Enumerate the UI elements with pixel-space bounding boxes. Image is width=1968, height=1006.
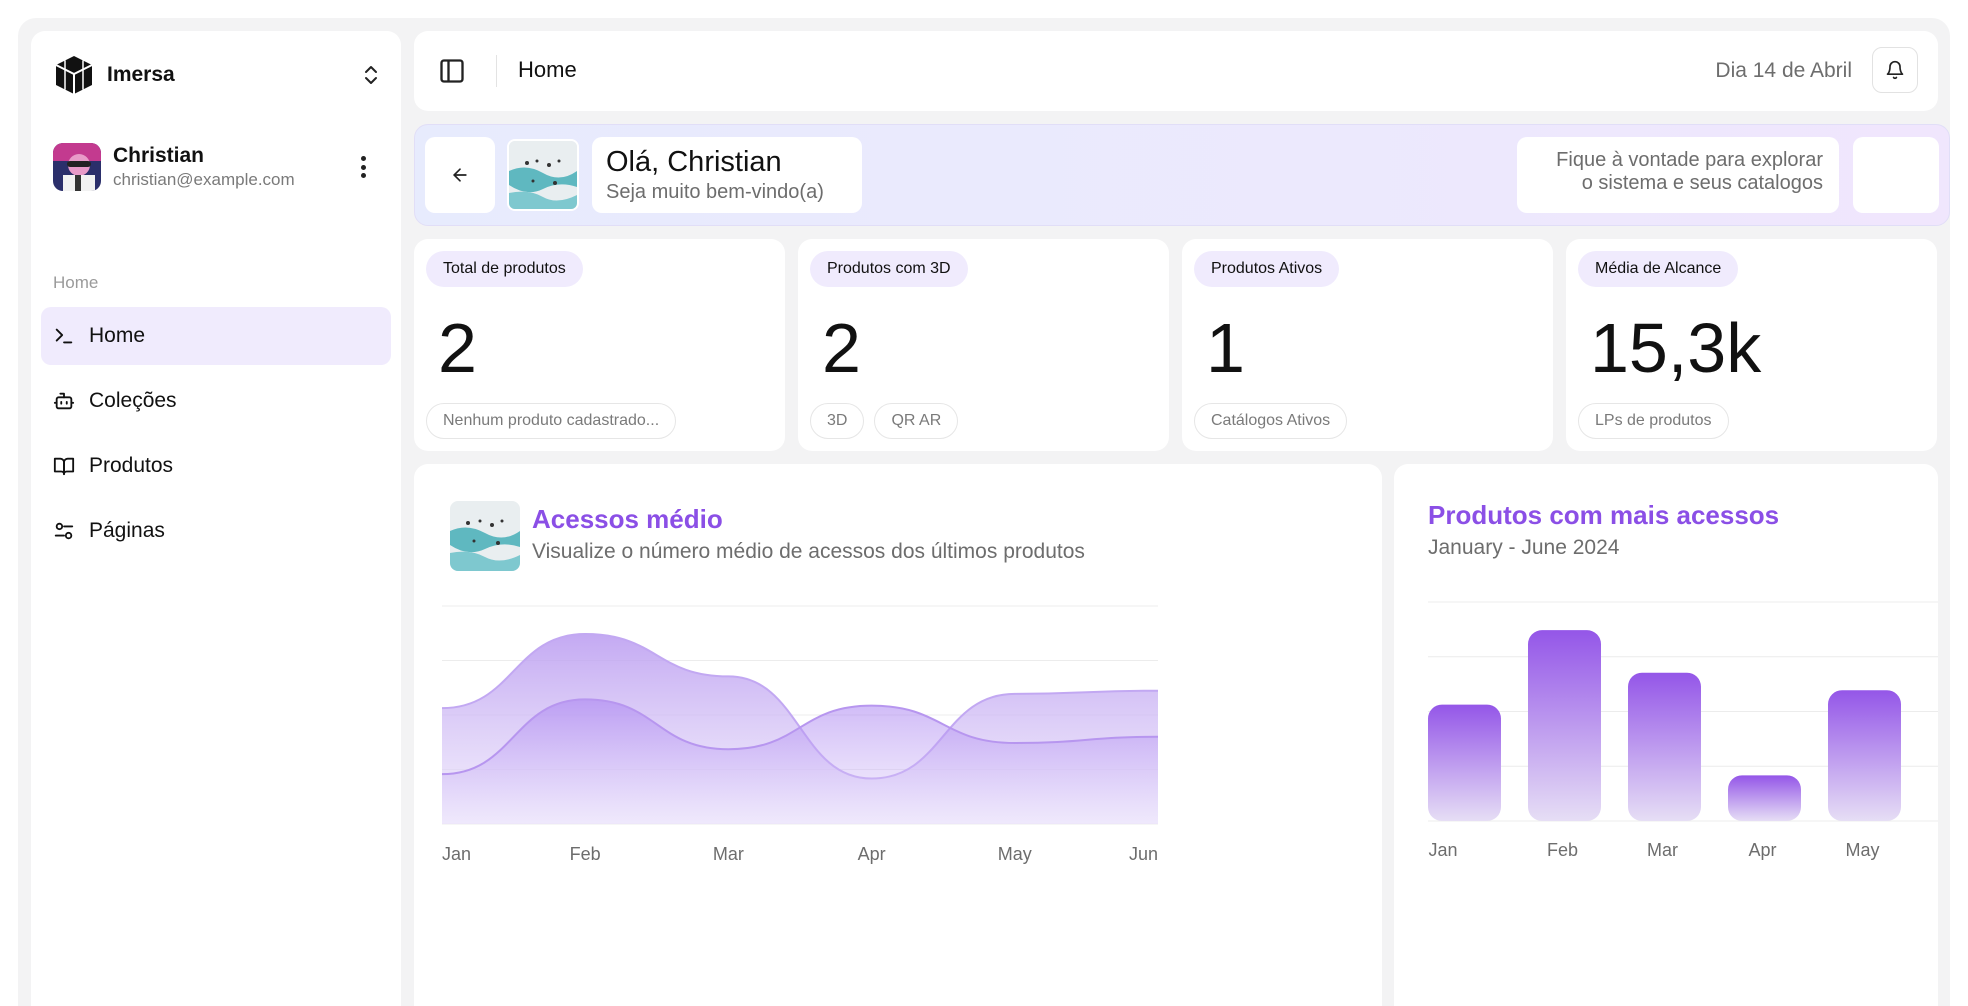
area-chart-card: Acessos médio Visualize o número médio d… [414, 464, 1382, 1006]
stat-card-produtos-ativos: Produtos Ativos 1 Catálogos Ativos [1182, 239, 1553, 451]
banner-action-button[interactable] [1853, 137, 1939, 213]
terminal-icon [55, 328, 73, 344]
top-header: Home Dia 14 de Abril [414, 31, 1938, 111]
area-series-2 [442, 699, 1158, 824]
chart-title: Produtos com mais acessos [1428, 500, 1780, 530]
stat-label: Total de produtos [426, 251, 583, 287]
bar-jan[interactable] [1428, 704, 1501, 821]
bar-mar[interactable] [1628, 672, 1701, 821]
page-title: Home [518, 57, 577, 82]
workspace-switcher[interactable]: Imersa [53, 51, 383, 99]
workspace-name: Imersa [107, 63, 175, 86]
bar-apr[interactable] [1728, 775, 1801, 821]
user-profile[interactable]: Christian christian@example.com [53, 141, 383, 193]
stat-value: 2 [822, 309, 861, 387]
user-email: christian@example.com [113, 170, 295, 189]
stat-tag: Nenhum produto cadastrado... [426, 403, 677, 439]
greeting-box: Olá, Christian Seja muito bem-vindo(a) [592, 137, 862, 213]
chevrons-up-down-icon[interactable] [359, 63, 383, 87]
stat-value: 1 [1206, 309, 1245, 387]
current-date: Dia 14 de Abril [1715, 59, 1852, 82]
area-chart: Jan Feb Mar Apr May Jun [441, 605, 1159, 864]
avatar [53, 143, 101, 191]
bell-icon [1886, 60, 1904, 80]
x-tick-label: Jan [442, 844, 471, 864]
stat-tag: Catálogos Ativos [1194, 403, 1348, 439]
chart-title: Acessos médio [532, 504, 723, 534]
banner-thumbnail [507, 139, 579, 211]
more-vertical-icon[interactable] [351, 153, 375, 181]
x-tick-label: Feb [1547, 840, 1578, 860]
tip-line-2: o sistema e seus catalogos [1581, 172, 1823, 194]
stat-card-produtos-3d: Produtos com 3D 2 3D QR AR [798, 239, 1169, 451]
book-open-icon [53, 457, 75, 476]
x-tick-label: Jun [1129, 844, 1158, 864]
stat-value: 2 [438, 309, 477, 387]
chart-thumbnail [450, 501, 520, 571]
x-tick-label: Apr [858, 844, 886, 864]
sidebar-item-colecoes[interactable]: Coleções [41, 372, 391, 430]
x-tick-label: Mar [1647, 840, 1678, 860]
chart-subtitle: Visualize o número médio de acessos dos … [532, 540, 1085, 563]
x-tick-label: Jan [1428, 840, 1457, 860]
bar-chart-card: Produtos com mais acessos January - June… [1394, 464, 1938, 1006]
sidebar-toggle-icon[interactable] [438, 57, 466, 85]
arrow-left-icon [453, 168, 467, 182]
x-tick-label: Feb [570, 844, 601, 864]
sidebar-item-label: Home [89, 324, 146, 347]
user-name: Christian [113, 144, 205, 167]
tip-line-1: Fique à vontade para explorar [1556, 149, 1823, 171]
bar-feb[interactable] [1528, 630, 1601, 821]
sidebar-item-label: Produtos [89, 454, 174, 477]
cube-logo-icon [55, 56, 93, 94]
greeting-title: Olá, Christian [606, 146, 782, 178]
sidebar-nav: Home Coleções Produtos Páginas [41, 307, 391, 567]
stat-label: Produtos com 3D [810, 251, 968, 287]
chart-subtitle: January - June 2024 [1428, 536, 1620, 559]
bar-chart: Jan Feb Mar Apr May [1428, 601, 1938, 860]
bar-may[interactable] [1828, 690, 1901, 821]
stat-tag: 3D [810, 403, 865, 439]
welcome-banner: Olá, Christian Seja muito bem-vindo(a) F… [414, 124, 1950, 226]
sidebar-item-label: Coleções [89, 389, 177, 412]
stat-card-total-produtos: Total de produtos 2 Nenhum produto cadas… [414, 239, 785, 451]
tip-box: Fique à vontade para explorar o sistema … [1517, 137, 1839, 213]
bot-icon [53, 392, 75, 410]
greeting-subtitle: Seja muito bem-vindo(a) [606, 181, 824, 203]
x-tick-label: Apr [1748, 840, 1776, 860]
x-tick-label: May [998, 844, 1032, 864]
nav-section-label: Home [53, 273, 99, 292]
back-button[interactable] [425, 137, 495, 213]
stat-card-media-alcance: Média de Alcance 15,3k LPs de produtos [1566, 239, 1937, 451]
sidebar-item-home[interactable]: Home [41, 307, 391, 365]
sidebar: Imersa Christian christian@example.com H… [31, 31, 401, 1006]
settings-sliders-icon [54, 522, 74, 540]
sidebar-item-produtos[interactable]: Produtos [41, 437, 391, 495]
sidebar-item-paginas[interactable]: Páginas [41, 502, 391, 560]
x-tick-label: Mar [713, 844, 744, 864]
stat-value: 15,3k [1590, 309, 1762, 387]
stat-label: Produtos Ativos [1194, 251, 1340, 287]
x-tick-label: May [1845, 840, 1879, 860]
notifications-button[interactable] [1872, 47, 1918, 93]
header-divider [496, 55, 497, 87]
stat-label: Média de Alcance [1578, 251, 1739, 287]
stat-tag: QR AR [874, 403, 959, 439]
stat-tag: LPs de produtos [1578, 403, 1729, 439]
series-line-2 [441, 698, 1159, 776]
sidebar-item-label: Páginas [89, 519, 165, 542]
